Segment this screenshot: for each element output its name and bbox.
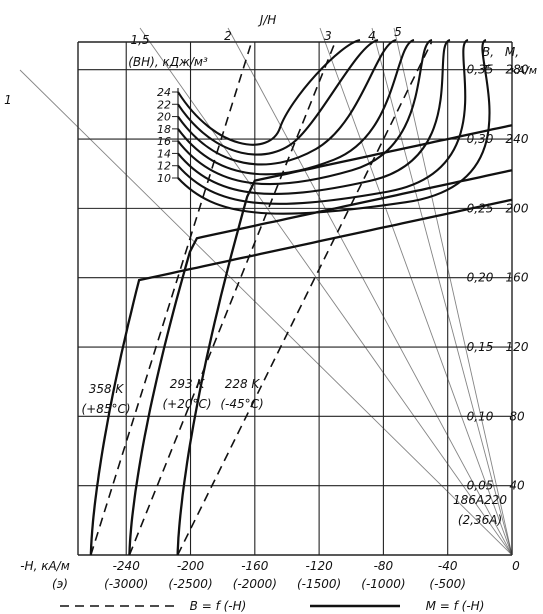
x-tick-label: -240 xyxy=(113,559,141,573)
b-axis-label: B, xyxy=(482,45,494,59)
m-tick-label: 120 xyxy=(506,340,529,354)
x-tick-oe-label: (-1500) xyxy=(297,577,341,591)
m-curve-3 xyxy=(176,124,513,555)
x-tick-label: -160 xyxy=(241,559,269,573)
temperature-celsius-label: (+20°C) xyxy=(162,397,211,411)
bh-tick-label: 14 xyxy=(157,147,171,160)
labels: -240 (-3000) -200 (-2500) -160 (-2000) -120 (-1… xyxy=(4,13,537,613)
x-tick-label: -120 xyxy=(305,559,333,573)
jh-tick-label: 2 xyxy=(224,29,232,43)
b-tick-label: 0,15 xyxy=(467,340,494,354)
m-curve-1 xyxy=(89,198,513,555)
jh-tick-label: 3 xyxy=(324,29,332,43)
m-tick-label: 80 xyxy=(509,409,525,423)
bh-tick-label: 18 xyxy=(157,123,171,136)
bh-hyperbola-24 xyxy=(177,38,361,146)
legend-solid-label: M = f (-H) xyxy=(426,599,485,613)
temperature-celsius-label: (-45°C) xyxy=(220,397,263,411)
bh-tick-label: 24 xyxy=(157,86,171,99)
b-axis-unit: Т xyxy=(482,63,491,77)
bh-hyperbola-18 xyxy=(177,38,415,176)
jh-ray-1 xyxy=(19,69,513,556)
temperature-label: 293 K xyxy=(170,377,206,391)
legend-dashed-label: B = f (-H) xyxy=(190,599,247,613)
m-tick-label: 280 xyxy=(506,63,529,77)
curves xyxy=(89,38,513,556)
x-tick-label: 0 xyxy=(512,559,520,573)
jh-ray-4 xyxy=(319,27,513,556)
bh-tick-label: 16 xyxy=(157,135,171,148)
x-tick-label: -80 xyxy=(374,559,394,573)
jh-tick-label: 1 xyxy=(4,93,12,107)
jh-tick-label: 1,5 xyxy=(130,33,149,47)
b-curve-2 xyxy=(128,41,336,556)
m-tick-label: 40 xyxy=(509,479,525,493)
jh-axis-label: J/H xyxy=(258,13,277,27)
temperature-celsius-label: (+85°C) xyxy=(81,402,130,416)
b-tick-label: 0,25 xyxy=(467,201,494,215)
bh-hyperbola-20 xyxy=(177,38,397,166)
x-tick-oe-label: (-2500) xyxy=(168,577,212,591)
b-tick-label: 0,10 xyxy=(467,409,494,423)
bh-hyperbola-16 xyxy=(177,38,433,186)
x-axis-label: -H, кА/м xyxy=(20,559,70,573)
temperature-label: 358 K xyxy=(89,382,125,396)
bh-tick-label: 22 xyxy=(157,98,171,111)
bh-hyperbola-14 xyxy=(177,38,451,195)
jh-ray-5 xyxy=(371,27,513,556)
jh-tick-label: 4 xyxy=(368,29,376,43)
b-tick-label: 0,35 xyxy=(467,63,494,77)
jh-ray-6 xyxy=(393,27,513,556)
jh-ray-3 xyxy=(227,27,513,556)
m-axis-unit: кА/м xyxy=(511,64,537,77)
x-tick-oe-label: (-2000) xyxy=(233,577,277,591)
b-tick-label: 0,20 xyxy=(467,271,494,285)
x-tick-oe-label: (-1000) xyxy=(361,577,405,591)
x-tick-oe-label: (-500) xyxy=(429,577,466,591)
bh-tick-label: 20 xyxy=(157,111,171,124)
b-curve-3 xyxy=(176,41,433,556)
x-tick-oe-label: (-3000) xyxy=(104,577,148,591)
bh-hyperbola-10 xyxy=(177,38,491,215)
material-sublabel: (2,36А) xyxy=(458,513,502,527)
x-tick-label: -200 xyxy=(177,559,205,573)
m-tick-label: 240 xyxy=(506,132,529,146)
grid xyxy=(19,27,513,556)
b-curve-1 xyxy=(90,41,253,556)
bh-tick-label: 12 xyxy=(157,160,171,173)
bh-hyperbola-12 xyxy=(177,38,469,205)
jh-ray-2 xyxy=(139,27,513,556)
bh-hyperbola-22 xyxy=(177,38,379,156)
bh-axis-label: (BH), кДж/м³ xyxy=(128,55,208,69)
m-tick-label: 200 xyxy=(506,201,529,215)
m-axis-label: M, xyxy=(505,45,519,59)
b-tick-label: 0,05 xyxy=(467,479,494,493)
m-curve-2 xyxy=(128,169,513,555)
material-label: 186А220 xyxy=(453,493,507,507)
bh-tick-label: 10 xyxy=(157,172,171,185)
x-tick-label: -40 xyxy=(438,559,458,573)
jh-tick-label: 5 xyxy=(394,25,402,39)
temperature-label: 228 K xyxy=(225,377,261,391)
m-tick-label: 160 xyxy=(506,271,529,285)
x-axis-unit-label: (э) xyxy=(52,577,68,591)
b-tick-label: 0,30 xyxy=(467,132,494,146)
